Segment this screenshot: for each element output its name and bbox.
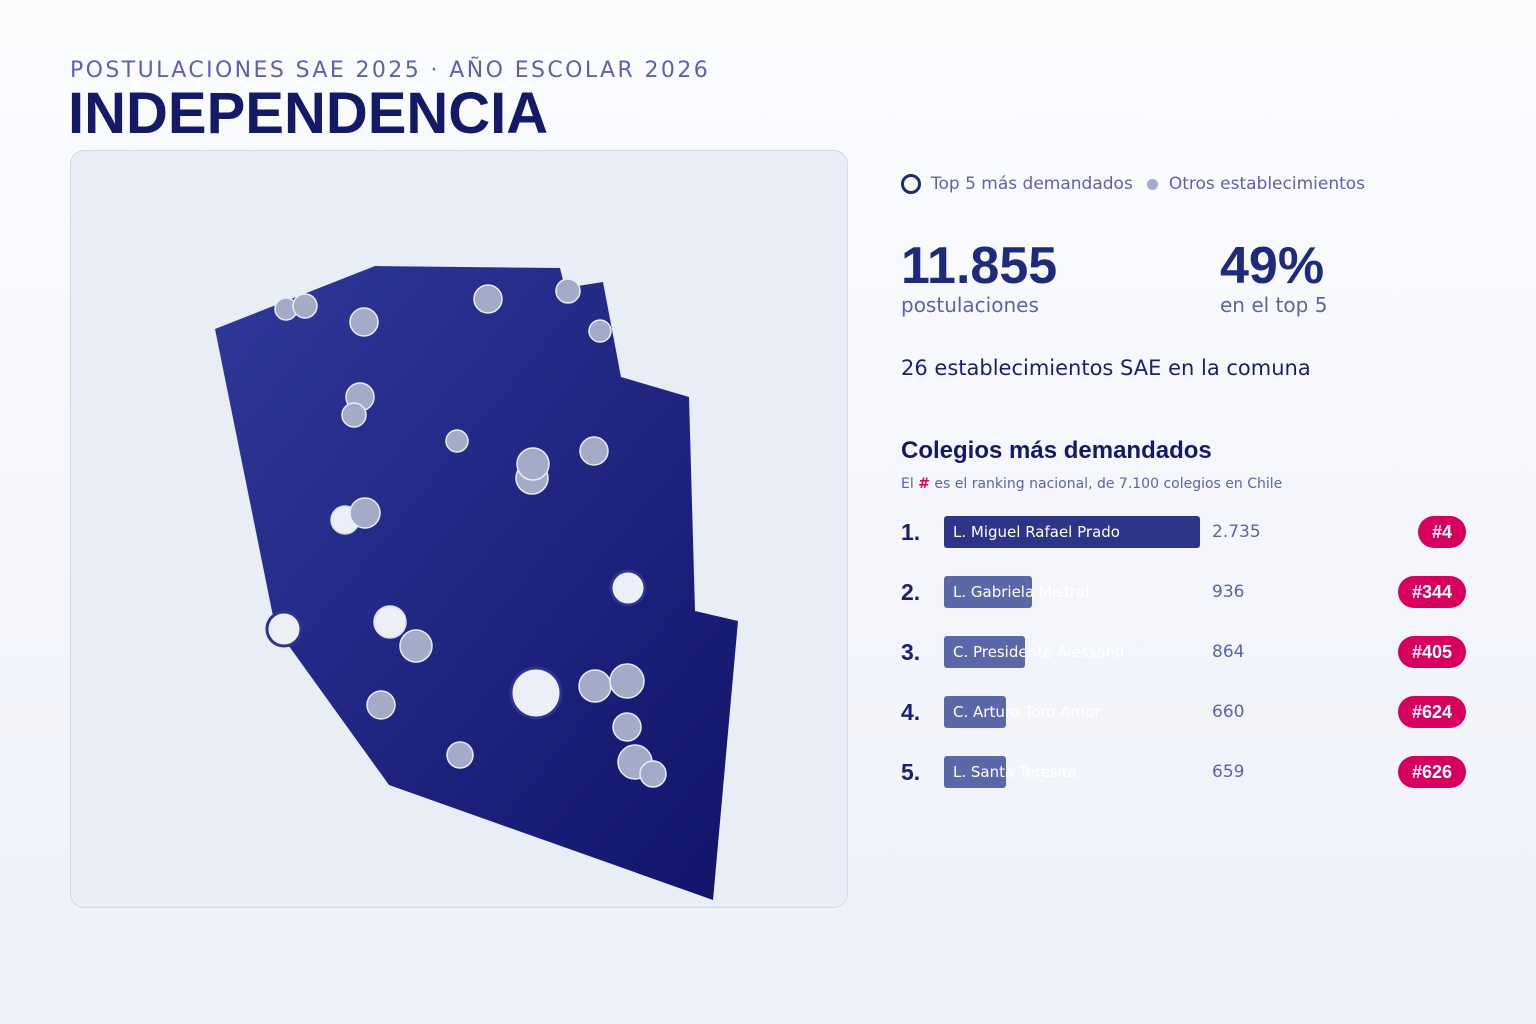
applications-count: 2.735 (1212, 522, 1261, 542)
school-dot[interactable] (473, 284, 503, 314)
ranking-position: 3. (901, 639, 921, 665)
top5-share-label: en el top 5 (1220, 293, 1328, 317)
school-dot[interactable] (341, 402, 367, 428)
ranking-note-suffix: es el ranking nacional, de 7.100 colegio… (934, 476, 1283, 492)
school-dot[interactable] (578, 669, 612, 703)
school-dot-top5[interactable] (509, 666, 563, 720)
commune-boundary (215, 266, 738, 900)
school-dot-top5[interactable] (609, 569, 647, 607)
schools-summary: 26 establecimientos SAE en la comuna (901, 356, 1311, 380)
school-dot[interactable] (349, 497, 381, 529)
applications-count: 936 (1212, 582, 1245, 602)
top5-ring-icon (901, 174, 921, 194)
school-name: C. Arturo Toro Amor (953, 703, 1101, 721)
ranking-row[interactable]: 5. L. Santa Teresita 659 #626 (901, 756, 1466, 788)
school-dot[interactable] (588, 319, 612, 343)
school-dot[interactable] (349, 307, 379, 337)
total-applications-value: 11.855 (901, 237, 1058, 295)
school-dot[interactable] (555, 278, 581, 304)
legend-others-label: Otros establecimientos (1168, 174, 1366, 194)
school-dot[interactable] (612, 712, 642, 742)
school-name: L. Gabriela Mistral (953, 583, 1090, 601)
school-dot-top5[interactable] (373, 605, 407, 639)
school-dot[interactable] (579, 436, 609, 466)
school-name: L. Santa Teresita (953, 763, 1077, 781)
top5-share-value: 49% (1220, 237, 1325, 295)
school-name: C. Presidente Alessand (953, 643, 1125, 661)
ranking-bar (944, 516, 1200, 548)
school-dot[interactable] (516, 447, 550, 481)
school-dot[interactable] (366, 690, 396, 720)
national-rank-badge: #4 (1417, 516, 1466, 548)
ranking-bar (944, 696, 1006, 728)
ranking-bar (944, 636, 1025, 668)
ranking-row[interactable]: 2. L. Gabriela Mistral 936 #344 (901, 576, 1466, 608)
applications-count: 659 (1212, 762, 1245, 782)
national-rank-badge: #344 (1397, 576, 1466, 608)
school-dot[interactable] (445, 429, 469, 453)
page-eyebrow: POSTULACIONES SAE 2025 · AÑO ESCOLAR 202… (70, 58, 711, 83)
national-rank-badge: #405 (1397, 636, 1466, 668)
ranking-position: 1. (901, 519, 921, 545)
ranking-position: 4. (901, 699, 921, 725)
national-rank-badge: #624 (1397, 696, 1466, 728)
school-dot-top5[interactable] (265, 610, 303, 648)
map-legend: Top 5 más demandados Otros establecimien… (901, 174, 1365, 194)
school-dot[interactable] (399, 629, 433, 663)
ranking-row[interactable]: 3. C. Presidente Alessand 864 #405 (901, 636, 1466, 668)
ranking-note: El # es el ranking nacional, de 7.100 co… (901, 476, 1282, 492)
other-dot-icon (1146, 178, 1158, 190)
page-title: INDEPENDENCIA (68, 81, 549, 146)
ranking-note-prefix: El (901, 476, 914, 492)
school-dots (265, 278, 667, 788)
ranking-row[interactable]: 1. L. Miguel Rafael Prado 2.735 #4 (901, 516, 1466, 548)
applications-count: 864 (1212, 642, 1245, 662)
school-dot[interactable] (446, 741, 474, 769)
commune-map (215, 266, 738, 900)
national-rank-badge: #626 (1397, 756, 1466, 788)
ranking-title: Colegios más demandados (901, 437, 1212, 464)
school-dot[interactable] (609, 663, 645, 699)
map-card (70, 150, 848, 908)
ranking-position: 2. (901, 579, 921, 605)
ranking-position: 5. (901, 759, 921, 785)
school-dot[interactable] (292, 293, 318, 319)
ranking-row[interactable]: 4. C. Arturo Toro Amor 660 #624 (901, 696, 1466, 728)
applications-count: 660 (1212, 702, 1245, 722)
ranking-bar (944, 756, 1006, 788)
school-dot[interactable] (639, 760, 667, 788)
total-applications-label: postulaciones (901, 293, 1039, 317)
legend-top5-label: Top 5 más demandados (931, 174, 1133, 194)
ranking-note-hash: # (918, 476, 930, 492)
ranking-bar (944, 576, 1032, 608)
school-name: L. Miguel Rafael Prado (953, 523, 1120, 541)
